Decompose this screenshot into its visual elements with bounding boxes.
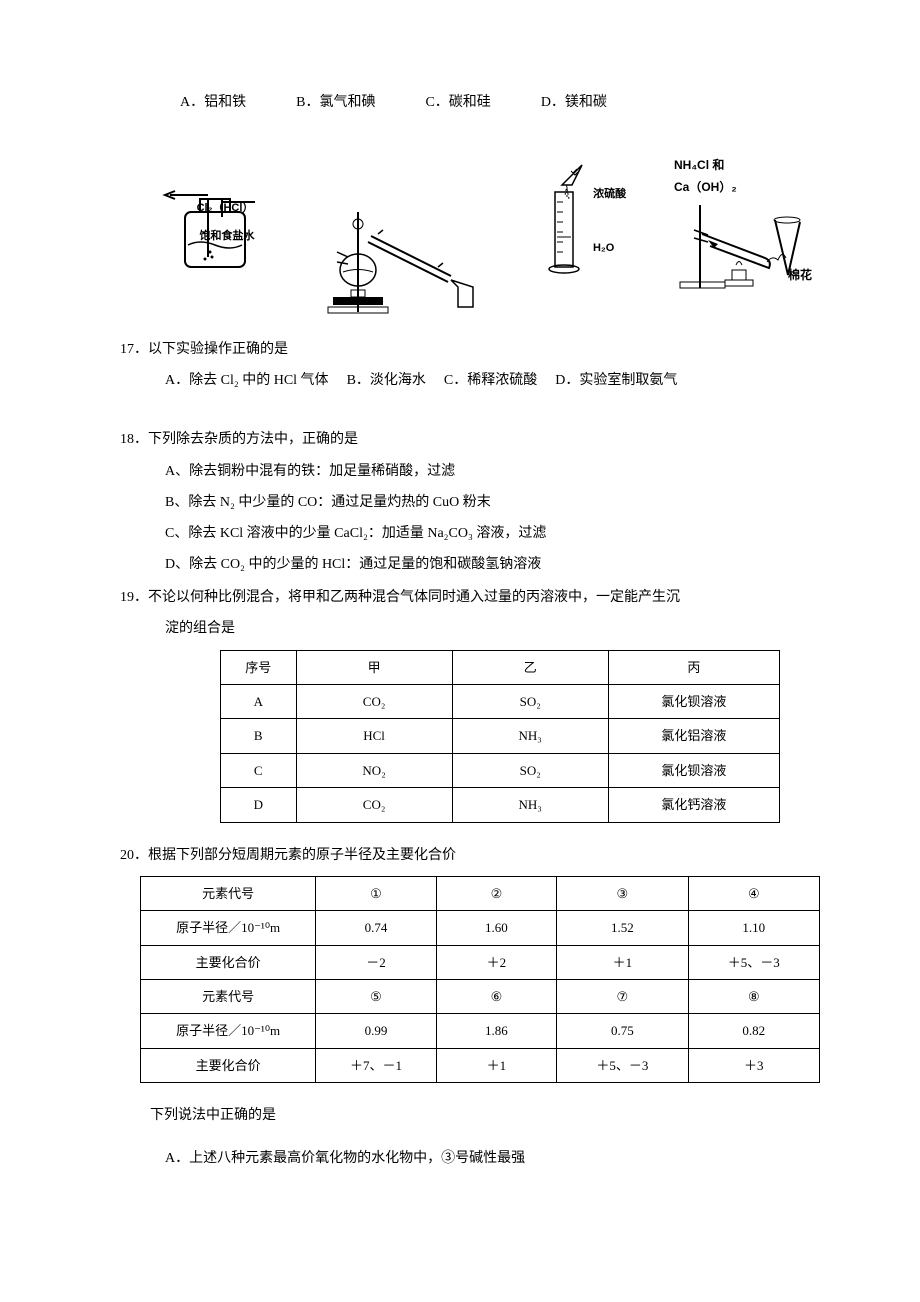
- table-row: DCO₂NH₃氯化钙溶液: [221, 788, 780, 822]
- table-row: 元素代号 ①②③④: [141, 876, 820, 910]
- diagram-a-wash-bottle: Cl₂（HCl） 饱和食盐水: [140, 167, 270, 317]
- table-row: 元素代号 ⑤⑥⑦⑧: [141, 979, 820, 1013]
- diagram-d-ammonia-prep: NH₄Cl 和 Ca（OH）₂ 棉花: [670, 155, 820, 317]
- d4-label1: NH₄Cl 和: [674, 155, 724, 177]
- d1-label1: Cl₂（HCl）: [197, 199, 254, 219]
- table-row: 原子半径／10⁻¹⁰m 0.741.601.521.10: [141, 911, 820, 945]
- diagram-b-distillation: [303, 192, 493, 317]
- q17-opt-c: C．稀释浓硫酸: [444, 368, 537, 393]
- q16-opt-a: A．铝和铁: [180, 90, 246, 115]
- q20-post: 下列说法中正确的是: [150, 1103, 830, 1128]
- table-row: CNO₂SO₂氯化钡溶液: [221, 753, 780, 787]
- q19-table: 序号 甲 乙 丙 ACO₂SO₂氯化钡溶液 BHClNH₃氯化铝溶液 CNO₂S…: [220, 650, 780, 823]
- table-row: 序号 甲 乙 丙: [221, 650, 780, 684]
- q19-h3: 丙: [608, 650, 779, 684]
- table-row: ACO₂SO₂氯化钡溶液: [221, 685, 780, 719]
- q19-stem-cont: 淀的组合是: [165, 616, 830, 641]
- q18-opt-c: C、除去 KCl 溶液中的少量 CaCl₂：加适量 Na₂CO₃ 溶液，过滤: [165, 521, 830, 546]
- q17-opt-b: B．淡化海水: [347, 368, 426, 393]
- q17-opt-a: A．除去 Cl₂ 中的 HCl 气体: [165, 368, 329, 393]
- q17-opt-d: D．实验室制取氨气: [555, 368, 677, 393]
- q20-table: 元素代号 ①②③④ 原子半径／10⁻¹⁰m 0.741.601.521.10 主…: [140, 876, 820, 1083]
- d3-label2: H₂O: [593, 239, 614, 259]
- experiment-diagrams: Cl₂（HCl） 饱和食盐水: [140, 155, 820, 317]
- q16-options: A．铝和铁 B．氯气和碘 C．碳和硅 D．镁和碳: [180, 90, 830, 115]
- q18-opt-b: B、除去 N₂ 中少量的 CO：通过足量灼热的 CuO 粉末: [165, 490, 830, 515]
- q17-options: A．除去 Cl₂ 中的 HCl 气体 B．淡化海水 C．稀释浓硫酸 D．实验室制…: [165, 368, 830, 393]
- d4-label2: Ca（OH）₂: [674, 177, 737, 199]
- q16-opt-d: D．镁和碳: [541, 90, 607, 115]
- distillation-icon: [303, 192, 493, 317]
- d3-label1: 浓硫酸: [593, 185, 626, 205]
- q20-stem: 20．根据下列部分短周期元素的原子半径及主要化合价: [120, 843, 830, 868]
- q16-opt-b: B．氯气和碘: [296, 90, 375, 115]
- table-row: 原子半径／10⁻¹⁰m 0.991.860.750.82: [141, 1014, 820, 1048]
- diagram-c-dilution: 浓硫酸 H₂O: [527, 157, 637, 317]
- graduated-cylinder-icon: [527, 157, 637, 277]
- d1-label2: 饱和食盐水: [200, 227, 255, 247]
- q18-stem: 18．下列除去杂质的方法中，正确的是: [120, 427, 830, 452]
- q18-opt-d: D、除去 CO₂ 中的少量的 HCl：通过足量的饱和碳酸氢钠溶液: [165, 552, 830, 577]
- q16-opt-c: C．碳和硅: [425, 90, 490, 115]
- table-row: 主要化合价 －2＋2＋1＋5、－3: [141, 945, 820, 979]
- q20-opt-a: A．上述八种元素最高价氧化物的水化物中，③号碱性最强: [165, 1146, 830, 1171]
- q18-opt-a: A、除去铜粉中混有的铁：加足量稀硝酸，过滤: [165, 459, 830, 484]
- d4-label3: 棉花: [788, 265, 812, 287]
- table-row: BHClNH₃氯化铝溶液: [221, 719, 780, 753]
- wash-bottle-icon: [140, 167, 270, 277]
- table-row: 主要化合价 ＋7、－1＋1＋5、－3＋3: [141, 1048, 820, 1082]
- q19-stem: 19．不论以何种比例混合，将甲和乙两种混合气体同时通入过量的丙溶液中，一定能产生…: [120, 585, 830, 610]
- q19-h1: 甲: [296, 650, 452, 684]
- q19-h0: 序号: [221, 650, 297, 684]
- q19-h2: 乙: [452, 650, 608, 684]
- q17-stem: 17．以下实验操作正确的是: [120, 337, 830, 362]
- q18-options: A、除去铜粉中混有的铁：加足量稀硝酸，过滤 B、除去 N₂ 中少量的 CO：通过…: [165, 459, 830, 578]
